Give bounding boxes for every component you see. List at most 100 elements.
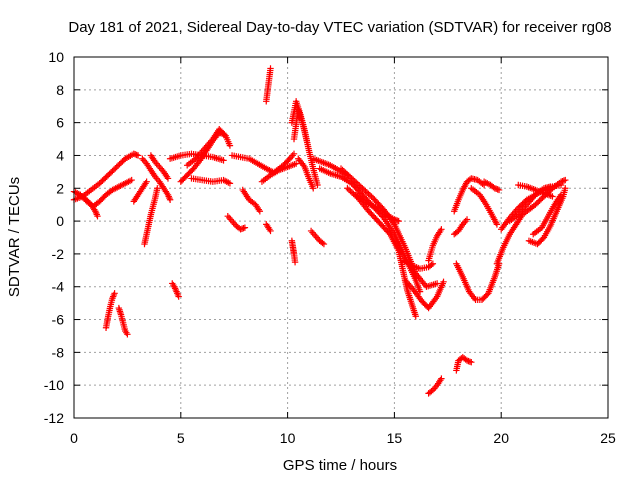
data-point xyxy=(440,278,447,286)
data-point xyxy=(360,186,368,193)
data-point xyxy=(119,158,126,165)
data-point xyxy=(220,157,227,164)
data-point xyxy=(226,142,234,149)
data-point xyxy=(366,192,374,199)
y-tick-label: -6 xyxy=(52,312,65,328)
data-point xyxy=(154,185,161,192)
data-point xyxy=(340,168,348,175)
data-point xyxy=(537,196,545,203)
y-tick-label: 6 xyxy=(56,115,64,131)
y-tick-label: 8 xyxy=(56,82,64,98)
data-point xyxy=(94,212,101,220)
data-point xyxy=(256,208,264,215)
series-arc-ag xyxy=(401,276,447,312)
data-point xyxy=(99,177,106,184)
series-arc-u xyxy=(271,150,298,176)
x-tick-label: 20 xyxy=(493,430,509,446)
y-tick-label: 4 xyxy=(56,147,64,163)
data-point xyxy=(320,240,328,248)
series-arc-ad xyxy=(344,185,419,320)
data-point xyxy=(346,173,354,181)
x-tick-label: 5 xyxy=(177,430,185,446)
data-point xyxy=(267,227,274,235)
data-point xyxy=(362,187,369,195)
data-point xyxy=(143,178,150,185)
series-arc-q xyxy=(239,186,264,215)
series-arc-g xyxy=(141,185,161,248)
x-tick-label: 0 xyxy=(70,430,78,446)
series-arc-an xyxy=(468,185,501,228)
data-point xyxy=(365,190,372,198)
series-arc-e xyxy=(115,304,131,338)
data-point xyxy=(363,189,371,196)
data-point xyxy=(350,176,357,184)
data-point xyxy=(128,176,135,184)
data-point xyxy=(134,152,142,159)
data-point xyxy=(342,169,349,177)
data-point xyxy=(557,181,565,189)
data-point xyxy=(495,186,503,194)
series-arc-ao xyxy=(480,178,503,194)
series-arc-n xyxy=(188,175,234,187)
series-arc-f xyxy=(130,178,150,205)
y-tick-label: -4 xyxy=(52,279,65,295)
data-point xyxy=(345,186,353,193)
series-arc-ah xyxy=(425,226,445,264)
data-point xyxy=(292,160,300,167)
data-point xyxy=(267,65,274,72)
data-point xyxy=(385,229,392,236)
series-arc-x xyxy=(290,106,311,144)
data-marks xyxy=(70,65,569,397)
series-arc-al xyxy=(451,175,488,215)
axis-ticks: 0 5 10 15 20 25 -12 -10 -8 -6 -4 -2 0 2 4 6 8 10 xyxy=(44,49,616,446)
data-point xyxy=(533,200,540,207)
series-arc-z xyxy=(307,227,328,248)
series-arc-s xyxy=(263,221,274,235)
series-arc-ae xyxy=(352,191,402,225)
data-point xyxy=(549,193,556,200)
data-point xyxy=(368,193,375,200)
series-arc-ak xyxy=(451,216,471,238)
data-point xyxy=(116,161,123,168)
data-point xyxy=(351,178,358,185)
data-point xyxy=(428,387,435,395)
data-point xyxy=(348,175,355,182)
series-arc-r xyxy=(263,65,274,105)
data-point xyxy=(356,182,363,189)
data-point xyxy=(557,191,565,199)
series-arc-v xyxy=(288,237,299,266)
plot-frame xyxy=(73,56,609,419)
y-tick-label: 2 xyxy=(56,180,64,196)
data-point xyxy=(463,216,471,223)
data-point xyxy=(429,260,437,267)
series-arc-o xyxy=(224,212,249,233)
y-tick-label: -12 xyxy=(44,410,64,426)
data-point xyxy=(310,185,317,192)
x-tick-label: 15 xyxy=(387,430,403,446)
data-point xyxy=(539,235,546,243)
data-point xyxy=(164,175,172,182)
data-point xyxy=(348,189,356,196)
data-point xyxy=(345,172,352,179)
data-point xyxy=(354,180,361,188)
series-arc-aj xyxy=(453,354,475,374)
data-point xyxy=(468,359,475,366)
series-arc-j xyxy=(169,280,182,300)
series-arc-ai xyxy=(425,375,445,397)
data-point xyxy=(353,179,360,186)
y-axis-label: SDTVAR / TECUs xyxy=(6,177,23,297)
data-point xyxy=(562,185,569,192)
series-arc-am xyxy=(453,260,503,304)
series-arc-y xyxy=(295,155,317,192)
data-point xyxy=(344,185,351,192)
data-point xyxy=(361,198,369,206)
x-tick-label: 10 xyxy=(280,430,296,446)
chart-title: Day 181 of 2021, Sidereal Day-to-day VTE… xyxy=(68,19,611,36)
series-arc-p xyxy=(228,152,276,176)
data-point xyxy=(395,217,402,225)
data-point xyxy=(337,165,345,172)
series-arc-af xyxy=(399,257,437,272)
data-point xyxy=(347,187,354,195)
series-arc-h xyxy=(139,155,174,203)
